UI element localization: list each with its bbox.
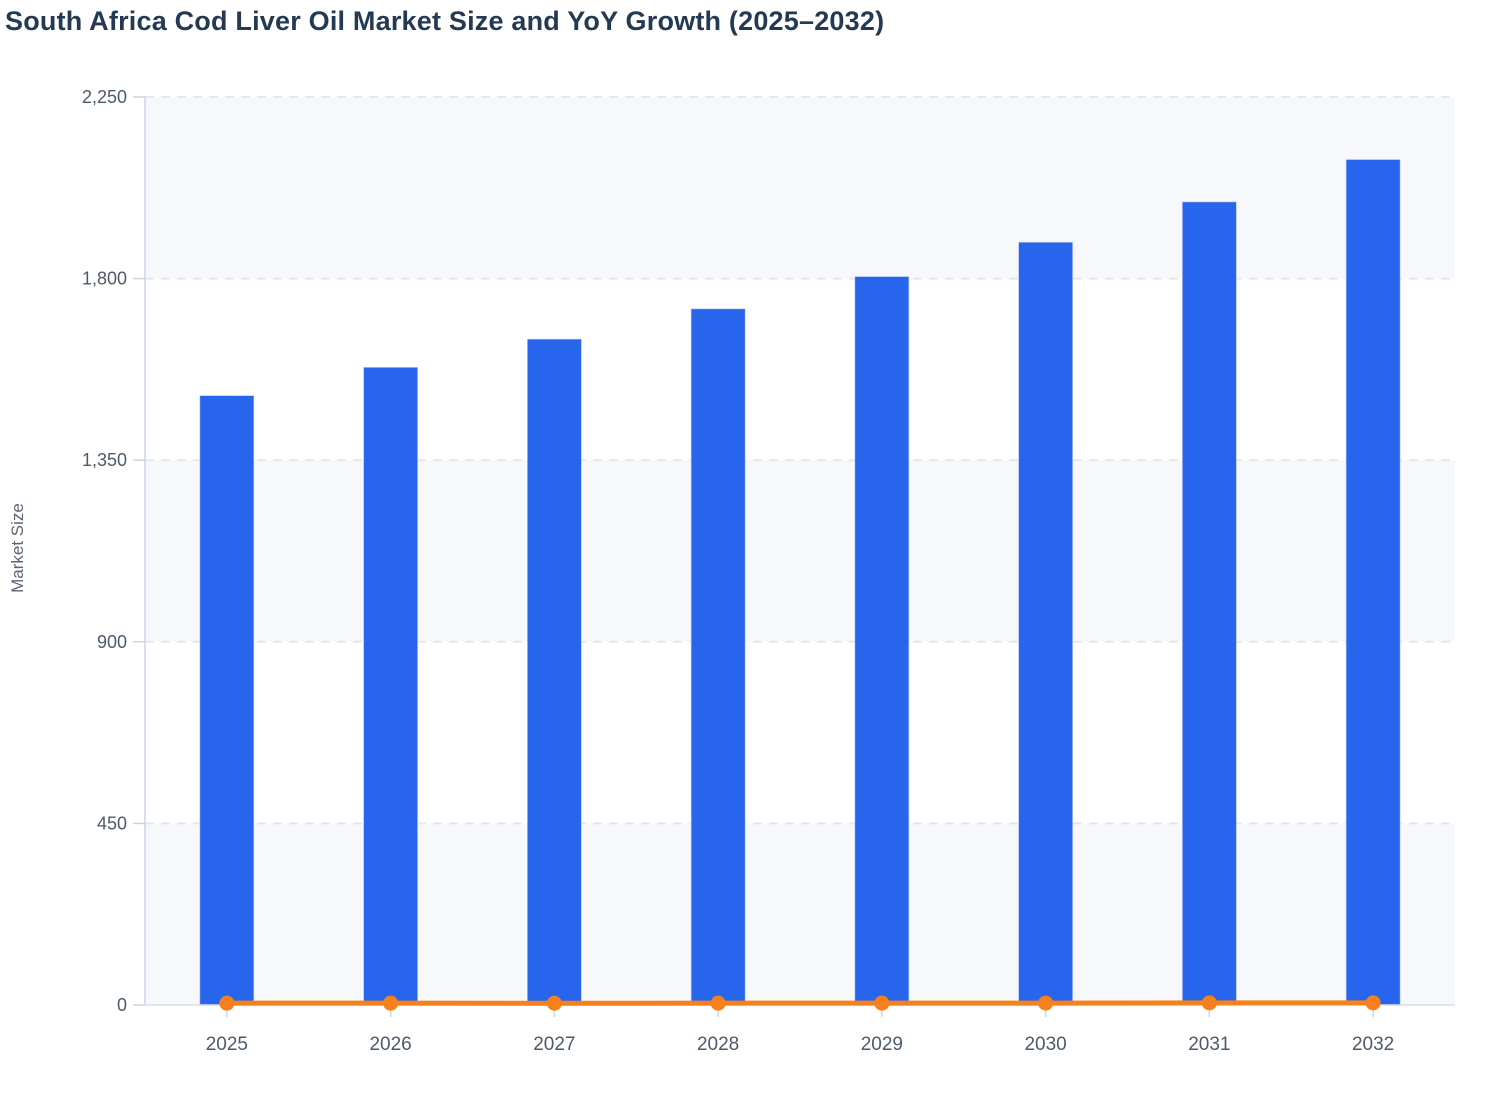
bar-2028[interactable] <box>690 308 746 1006</box>
yoy-point-2031[interactable] <box>1201 995 1217 1011</box>
yoy-point-2028[interactable] <box>710 995 726 1011</box>
chart-title: South Africa Cod Liver Oil Market Size a… <box>5 6 885 36</box>
yoy-point-2026[interactable] <box>383 995 399 1011</box>
x-tick-label-2029: 2029 <box>861 1034 903 1055</box>
y-tick-label: 2,250 <box>82 87 127 107</box>
yoy-point-2027[interactable] <box>546 995 562 1011</box>
bar-2027[interactable] <box>527 338 582 1006</box>
x-tick-label-2030: 2030 <box>1024 1034 1066 1055</box>
x-tick-label-2032: 2032 <box>1352 1034 1394 1055</box>
bar-2029[interactable] <box>854 276 910 1006</box>
bar-2026[interactable] <box>363 367 418 1006</box>
x-tick-label-2026: 2026 <box>369 1034 411 1055</box>
plot-band <box>145 460 1455 642</box>
x-tick-label-2027: 2027 <box>533 1034 575 1055</box>
y-tick-label: 1,350 <box>82 450 127 470</box>
yoy-point-2030[interactable] <box>1038 995 1054 1011</box>
yoy-point-2032[interactable] <box>1365 995 1381 1011</box>
bar-2032[interactable] <box>1345 159 1401 1006</box>
x-tick-label-2028: 2028 <box>697 1034 739 1055</box>
x-tick-label-2025: 2025 <box>206 1034 248 1055</box>
y-tick-label: 900 <box>97 632 127 652</box>
x-tick-label-2031: 2031 <box>1188 1034 1230 1055</box>
plot-band <box>145 823 1455 1005</box>
bar-2030[interactable] <box>1018 241 1073 1006</box>
y-tick-label: 1,800 <box>82 269 127 289</box>
plot-band <box>145 97 1455 279</box>
bar-2031[interactable] <box>1182 201 1237 1006</box>
yoy-point-2029[interactable] <box>874 995 890 1011</box>
y-tick-label: 450 <box>97 813 127 833</box>
bar-2025[interactable] <box>199 395 255 1006</box>
yoy-point-2025[interactable] <box>219 995 235 1011</box>
y-tick-label: 0 <box>117 995 127 1015</box>
